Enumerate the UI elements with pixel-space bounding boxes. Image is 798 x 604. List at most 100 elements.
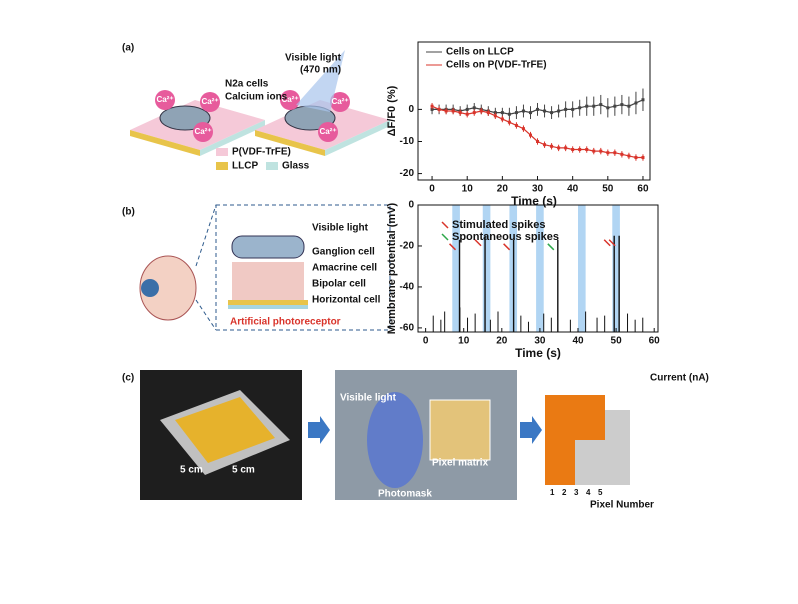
point (458, 111, 462, 115)
point (634, 156, 638, 160)
x-tick-label: 10 (458, 336, 470, 347)
legend-label: Cells on LLCP (446, 47, 514, 58)
diagram-a: Ca²⁺ Ca²⁺ Ca²⁺ Ca²⁺ Ca²⁺ Ca²⁺ N2a cells … (130, 50, 390, 172)
ion-label: Ca²⁺ (319, 127, 336, 136)
point (627, 154, 631, 158)
x-tick-label: 60 (649, 336, 661, 347)
point (564, 146, 568, 150)
plot-frame (417, 41, 651, 181)
point (493, 114, 497, 118)
point (521, 109, 525, 113)
x-tick-label: 20 (497, 184, 509, 195)
y-axis-label: Membrane potential (mV) (386, 202, 398, 334)
point (606, 151, 610, 155)
point (550, 111, 554, 115)
point (536, 107, 540, 111)
point (507, 120, 511, 124)
point (578, 148, 582, 152)
x-tick-label: 50 (602, 184, 614, 195)
spike-arrow (448, 243, 457, 251)
point (620, 152, 624, 156)
point (543, 143, 547, 147)
legend-arrow (441, 221, 449, 229)
x-tick-label: 20 (496, 336, 508, 347)
point (641, 156, 645, 160)
label: Visible light (340, 393, 397, 404)
legend-arrow (441, 233, 449, 241)
point (536, 139, 540, 143)
point (500, 117, 504, 121)
point (521, 127, 525, 131)
point (606, 106, 610, 110)
ion-label: Ca²⁺ (194, 127, 211, 136)
plot-frame (417, 204, 659, 333)
point (430, 104, 434, 108)
panel-label: (c) (122, 373, 134, 384)
point (479, 109, 483, 113)
label: Pixel Number (590, 500, 654, 511)
label: Amacrine cell (312, 263, 377, 274)
stimulus-band (612, 205, 620, 332)
point (528, 111, 532, 115)
point (613, 151, 617, 155)
point (585, 148, 589, 152)
x-tick-label: 30 (534, 336, 546, 347)
x-tick-label: 10 (462, 184, 474, 195)
x-tick-label: 50 (611, 336, 623, 347)
legend-label: LLCP (232, 161, 258, 172)
point (599, 103, 603, 107)
label: Current (nA) (650, 373, 709, 384)
ion-label: Ca²⁺ (156, 95, 173, 104)
ion-label: Ca²⁺ (331, 97, 348, 106)
point (557, 146, 561, 150)
point (613, 104, 617, 108)
point (451, 109, 455, 113)
y-axis-label: ΔF/F0 (%) (386, 85, 398, 136)
stimulus-band (578, 205, 586, 332)
y-tick-label: -20 (400, 168, 415, 179)
diagram-b: Visible light Ganglion cell Amacrine cel… (139, 204, 391, 331)
x-tick-label: 60 (637, 184, 649, 195)
y-tick-label: 0 (408, 104, 414, 115)
label: Bipolar cell (312, 279, 366, 290)
panel-label: (b) (122, 207, 135, 218)
label: 5 cm (232, 465, 255, 476)
point (599, 149, 603, 153)
tick: 3 (574, 488, 579, 497)
point (585, 104, 589, 108)
point (564, 107, 568, 111)
x-tick-label: 40 (572, 336, 584, 347)
y-tick-label: -40 (400, 282, 415, 293)
label: Artificial photoreceptor (230, 317, 341, 328)
y-tick-label: -20 (400, 241, 415, 252)
x-tick-label: 30 (532, 184, 544, 195)
x-tick-label: 40 (567, 184, 579, 195)
spike-arrow (603, 239, 611, 247)
stimulus-band (452, 205, 460, 332)
tick: 2 (562, 488, 567, 497)
point (528, 133, 532, 137)
point (472, 111, 476, 115)
label: Ganglion cell (312, 247, 375, 258)
label: Calcium ions (225, 92, 288, 103)
point (465, 107, 469, 111)
ion-label: Ca²⁺ (201, 97, 218, 106)
charts: 0 10 20 30 40 50 60 0 -10 -20 Time (s) ΔF/F0 (%) Cel… (386, 41, 661, 360)
point (578, 106, 582, 110)
tick: 5 (598, 488, 603, 497)
y-tick-label: -60 (400, 323, 415, 334)
label: Horizontal cell (312, 295, 381, 306)
point (437, 107, 441, 111)
ion-label: Ca²⁺ (281, 95, 298, 104)
x-axis-label: Time (s) (515, 346, 561, 360)
x-axis-label: Time (s) (511, 194, 557, 208)
label: Photomask (378, 489, 432, 500)
point (571, 107, 575, 111)
x-tick-label: 0 (429, 184, 435, 195)
point (550, 144, 554, 148)
tick: 4 (586, 488, 591, 497)
legend-label: Spontaneous spikes (452, 231, 559, 243)
spike-arrow (608, 239, 616, 247)
point (465, 112, 469, 116)
point (571, 148, 575, 152)
